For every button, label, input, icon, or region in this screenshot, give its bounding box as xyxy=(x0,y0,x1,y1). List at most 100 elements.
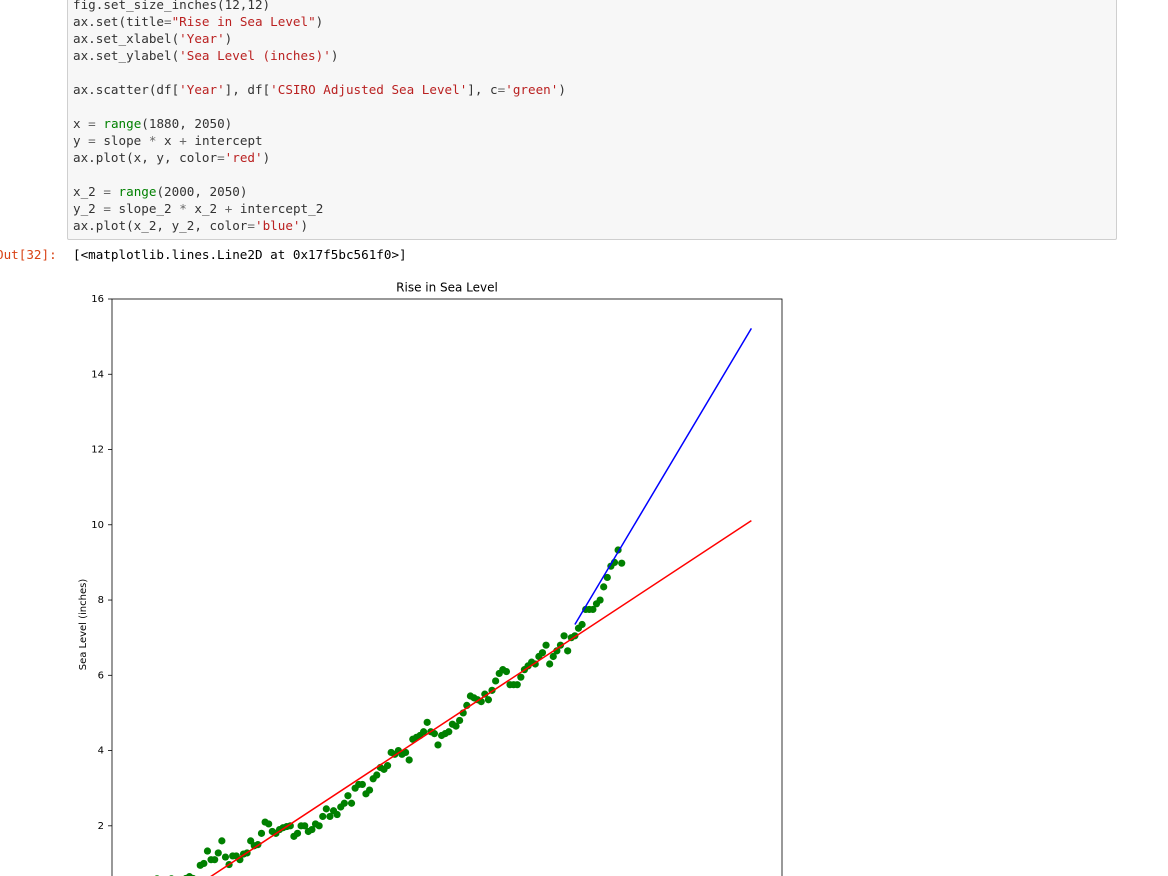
data-point xyxy=(492,677,500,685)
fit-line xyxy=(210,520,752,876)
y-axis-label: Sea Level (inches) xyxy=(78,579,89,671)
data-point xyxy=(326,812,334,821)
code-token: = xyxy=(103,184,111,199)
code-token: 'CSIRO Adjusted Sea Level' xyxy=(270,82,468,97)
data-point xyxy=(340,799,348,807)
data-point xyxy=(322,805,330,813)
code-token: 'red' xyxy=(224,150,263,165)
y-tick-label: 14 xyxy=(91,369,104,380)
data-point xyxy=(456,716,464,725)
data-point xyxy=(578,620,586,629)
code-token: + xyxy=(179,133,187,148)
y-tick-label: 8 xyxy=(98,595,104,606)
code-token: "Rise in Sea Level" xyxy=(171,14,316,29)
fit-line xyxy=(574,327,753,625)
code-token: = xyxy=(103,201,111,216)
data-point xyxy=(546,660,554,668)
code-token: = xyxy=(88,116,96,131)
data-point xyxy=(596,596,604,604)
data-point xyxy=(430,730,438,738)
code-token: 'Year' xyxy=(179,82,225,97)
code-token: = xyxy=(88,133,96,148)
data-point xyxy=(308,825,316,834)
data-point xyxy=(401,748,410,757)
code-line: ax.plot(x_2, y_2, color='blue') xyxy=(73,218,309,233)
data-point xyxy=(319,812,327,821)
data-point xyxy=(185,873,193,876)
plot-frame xyxy=(111,298,783,876)
data-point xyxy=(618,559,626,567)
code-block: x_2 = range(2000, 2050) y_2 = slope_2 * x… xyxy=(73,183,566,234)
code-line: y = slope * x + intercept xyxy=(73,133,263,148)
output-prompt: Out[32]: xyxy=(0,247,57,262)
y-tick-label: 6 xyxy=(98,670,104,681)
code-block: x = range(1880, 2050) y = slope * x + int… xyxy=(73,115,566,166)
code-token: 'Year' xyxy=(179,31,225,46)
code-token: = xyxy=(217,150,225,165)
code-line: fig.set_size_inches(12,12) xyxy=(73,0,271,12)
data-point xyxy=(218,837,226,845)
data-point xyxy=(513,681,521,689)
data-point xyxy=(315,822,323,830)
chart-title: Rise in Sea Level xyxy=(396,281,498,295)
data-point xyxy=(502,667,511,676)
code-line: ax.plot(x, y, color='red') xyxy=(73,150,271,165)
data-point xyxy=(517,673,525,681)
data-point xyxy=(203,847,212,855)
data-point xyxy=(560,632,568,640)
data-point xyxy=(293,829,302,837)
data-point xyxy=(542,641,550,649)
data-point xyxy=(423,718,431,726)
data-point xyxy=(214,849,222,857)
code-line: x_2 = range(2000, 2050) xyxy=(73,184,248,199)
code-line: ax.set_xlabel('Year') xyxy=(73,31,233,46)
data-point xyxy=(358,780,366,789)
code-cell xyxy=(67,0,1117,240)
data-point xyxy=(481,690,489,698)
y-tick-label: 10 xyxy=(91,520,104,531)
code-token: + xyxy=(224,201,233,216)
data-point xyxy=(365,786,374,794)
y-tick-label: 16 xyxy=(91,294,104,305)
code-token: 'green' xyxy=(505,82,559,97)
code-line: x = range(1880, 2050) xyxy=(73,116,233,131)
data-point xyxy=(484,696,493,704)
data-point xyxy=(538,649,547,657)
data-point xyxy=(419,728,428,736)
code-token: range xyxy=(118,184,157,199)
data-point xyxy=(373,771,381,779)
data-point xyxy=(600,583,608,591)
code-line: ax.scatter(df['Year'], df['CSIRO Adjuste… xyxy=(73,82,566,97)
data-point xyxy=(445,728,453,736)
data-point xyxy=(549,652,557,661)
y-tick-label: 2 xyxy=(98,821,104,832)
data-point xyxy=(344,792,352,800)
data-point xyxy=(434,741,442,749)
data-point xyxy=(405,756,413,764)
code-token: 'Sea Level (inches)' xyxy=(179,48,331,63)
data-point xyxy=(383,762,392,770)
y-tick-label: 12 xyxy=(91,445,104,456)
code-token: 'blue' xyxy=(254,218,301,233)
data-point xyxy=(265,820,273,828)
code-line: ax.set_ylabel('Sea Level (inches)') xyxy=(73,48,339,63)
code-line: y_2 = slope_2 * x_2 + intercept_2 xyxy=(73,201,324,216)
data-point xyxy=(286,822,294,830)
code-line: ax.set(title="Rise in Sea Level") xyxy=(73,14,324,29)
data-point xyxy=(589,605,597,614)
data-point xyxy=(564,647,572,655)
data-point xyxy=(347,799,356,807)
data-point xyxy=(200,859,208,868)
output-text: [<matplotlib.lines.Line2D at 0x17f5bc561… xyxy=(73,247,407,262)
code-token: * xyxy=(179,201,187,216)
y-tick-label: 4 xyxy=(98,746,104,757)
code-token: = xyxy=(247,218,255,233)
data-point xyxy=(333,810,341,819)
data-point xyxy=(257,829,266,837)
code-token: = xyxy=(497,82,506,97)
data-point xyxy=(221,853,230,861)
data-point xyxy=(301,822,309,830)
data-point xyxy=(211,856,219,864)
